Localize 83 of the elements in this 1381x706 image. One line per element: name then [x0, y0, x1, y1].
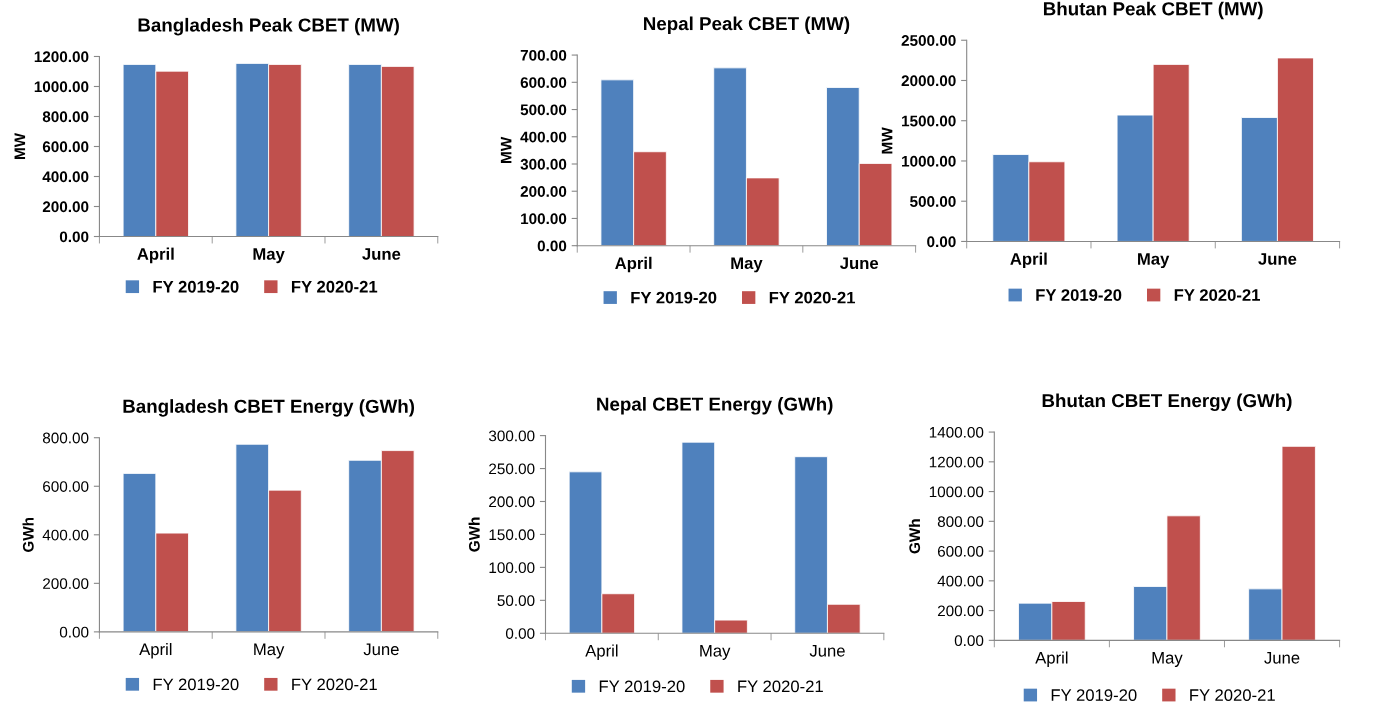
x-tick-label: April: [1035, 651, 1068, 667]
chart-title: Bangladesh Peak CBET (MW): [138, 17, 399, 36]
y-tick-label: 1200.00: [929, 456, 984, 468]
y-tick-label: 0.00: [59, 231, 89, 243]
legend-label: FY 2020-21: [292, 678, 377, 691]
y-tick-label: 0.00: [954, 635, 984, 647]
y-tick-label: 50.00: [497, 595, 535, 607]
y-tick-label: 600.00: [937, 545, 984, 557]
y-tick-label: 0.00: [927, 236, 956, 248]
y-tick-label: 400.00: [42, 171, 89, 183]
legend-label: FY 2020-21: [1190, 689, 1275, 701]
x-tick-label: June: [363, 643, 399, 656]
y-tick-label: 600.00: [42, 141, 89, 153]
y-tick-label: 300.00: [520, 158, 567, 170]
x-tick-label: June: [809, 645, 845, 657]
y-tick-label: 2500.00: [901, 35, 956, 46]
x-tick-label: May: [254, 643, 285, 659]
x-tick-label: April: [585, 644, 618, 660]
y-tick-label: 0.00: [59, 626, 89, 638]
y-tick-label: 100.00: [521, 213, 567, 225]
legend-label: FY 2019-20: [631, 291, 717, 304]
y-tick-label: 200.00: [937, 605, 984, 617]
chart-title: Bhutan CBET Energy (GWh): [1042, 393, 1292, 412]
y-tick-label: 1000.00: [34, 81, 89, 93]
x-tick-label: May: [1152, 652, 1183, 667]
y-tick-label: 400.00: [520, 131, 567, 143]
x-tick-label: April: [1010, 252, 1047, 269]
y-axis-title: GWh: [908, 519, 921, 554]
y-tick-label: 1000.00: [929, 486, 984, 498]
x-tick-label: June: [1264, 652, 1300, 664]
y-tick-label: 200.00: [520, 186, 567, 197]
y-tick-label: 500.00: [520, 104, 567, 116]
y-tick-label: 200.00: [42, 201, 89, 213]
legend-label: FY 2019-20: [1036, 289, 1122, 301]
legend-label: FY 2019-20: [153, 280, 239, 293]
y-tick-label: 200.00: [489, 496, 535, 508]
y-tick-label: 700.00: [520, 49, 567, 61]
legend-label: FY 2019-20: [153, 678, 239, 691]
y-tick-label: 100.00: [489, 562, 535, 574]
chart-title: Bangladesh CBET Energy (GWh): [123, 399, 415, 417]
y-tick-label: 150.00: [489, 529, 535, 541]
y-axis-title: MW: [14, 132, 26, 160]
x-tick-label: June: [362, 248, 401, 260]
chart-title: Nepal CBET Energy (GWh): [597, 397, 833, 415]
y-tick-label: 1500.00: [902, 115, 956, 127]
legend-label: FY 2020-21: [1174, 289, 1260, 301]
y-axis-title: MW: [881, 127, 893, 154]
chart-title: Bhutan Peak CBET (MW): [1043, 1, 1263, 20]
y-tick-label: 400.00: [937, 575, 984, 587]
legend-label: FY 2019-20: [599, 680, 685, 693]
y-axis-title: MW: [500, 136, 512, 163]
x-tick-label: June: [840, 257, 879, 270]
y-tick-label: 200.00: [43, 578, 89, 590]
y-tick-label: 800.00: [42, 432, 89, 444]
chart-title: Nepal Peak CBET (MW): [644, 16, 850, 34]
legend-label: FY 2019-20: [1051, 689, 1137, 701]
x-tick-label: May: [731, 257, 763, 273]
y-tick-label: 1000.00: [902, 155, 956, 167]
x-tick-label: April: [137, 247, 174, 264]
y-tick-label: 600.00: [43, 481, 89, 492]
legend-label: FY 2020-21: [291, 280, 378, 293]
y-tick-label: 0.00: [505, 628, 535, 639]
y-tick-label: 0.00: [537, 240, 567, 252]
legend-label: FY 2020-21: [769, 291, 856, 304]
x-tick-label: June: [1258, 253, 1297, 265]
legend-label: FY 2020-21: [738, 680, 823, 693]
x-tick-label: May: [700, 645, 731, 660]
y-tick-label: 1400.00: [929, 426, 984, 438]
y-tick-label: 400.00: [42, 529, 89, 541]
y-tick-label: 250.00: [489, 463, 535, 475]
y-tick-label: 500.00: [910, 196, 956, 207]
y-tick-label: 600.00: [520, 77, 567, 88]
y-axis-title: GWh: [22, 517, 34, 552]
y-axis-title: GWh: [468, 517, 480, 552]
x-tick-label: April: [139, 642, 172, 659]
x-tick-label: April: [615, 256, 652, 273]
y-tick-label: 1200.00: [34, 51, 89, 63]
y-tick-label: 300.00: [488, 430, 535, 442]
x-tick-label: May: [253, 248, 285, 264]
y-tick-label: 2000.00: [901, 75, 956, 87]
x-tick-label: May: [1138, 253, 1170, 269]
y-tick-label: 800.00: [937, 516, 984, 528]
y-tick-label: 800.00: [42, 111, 89, 123]
